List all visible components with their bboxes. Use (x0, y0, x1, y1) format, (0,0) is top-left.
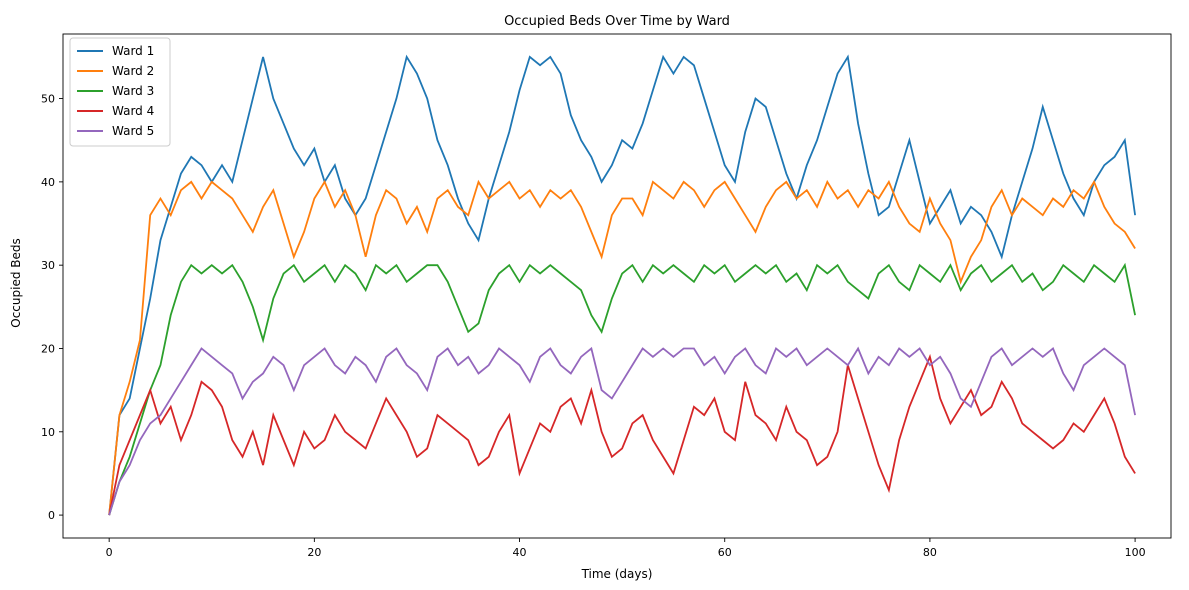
legend-label-ward-5: Ward 5 (112, 124, 154, 138)
x-tick-label: 100 (1125, 546, 1146, 559)
chart-title: Occupied Beds Over Time by Ward (504, 14, 730, 29)
plot-area: 0 20 40 60 80 100 0 10 20 30 40 50 (41, 33, 1172, 559)
y-axis-label: Occupied Beds (9, 238, 23, 328)
series-line-ward-3 (108, 262, 1136, 516)
legend-label-ward-1: Ward 1 (112, 44, 154, 58)
y-tick-label: 30 (41, 259, 55, 272)
x-tick-label: 40 (513, 546, 527, 559)
y-tick-label: 40 (41, 176, 55, 189)
x-axis-label: Time (days) (581, 567, 653, 581)
x-tick-label: 60 (718, 546, 732, 559)
y-tick-label: 0 (48, 509, 55, 522)
legend-box (69, 37, 171, 147)
series-line-ward-5 (108, 346, 1136, 516)
legend-label-ward-4: Ward 4 (112, 104, 154, 118)
y-tick-label: 20 (41, 342, 55, 355)
series-line-ward-2 (108, 179, 1136, 516)
y-tick-label: 50 (41, 93, 55, 106)
x-tick-label: 0 (106, 546, 113, 559)
x-tick-label: 80 (923, 546, 937, 559)
legend: Ward 1 Ward 2 Ward 3 Ward 4 Ward 5 (69, 37, 171, 147)
plot-frame (62, 33, 1172, 539)
x-tick-label: 20 (307, 546, 321, 559)
series-line-ward-1 (108, 54, 1136, 516)
legend-label-ward-2: Ward 2 (112, 64, 154, 78)
y-tick-label: 10 (41, 426, 55, 439)
legend-label-ward-3: Ward 3 (112, 84, 154, 98)
